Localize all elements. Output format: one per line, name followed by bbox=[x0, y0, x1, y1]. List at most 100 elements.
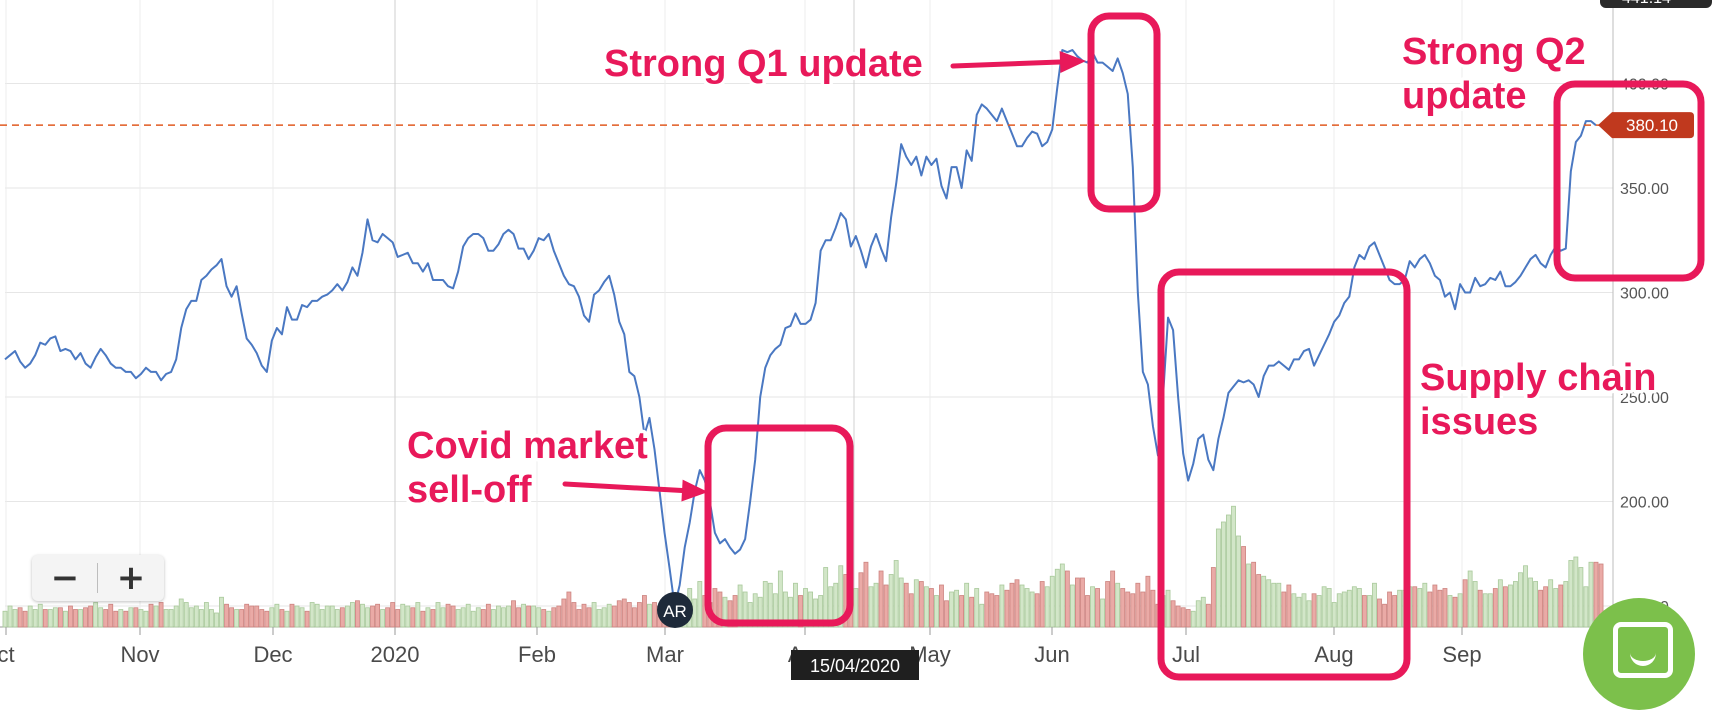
volume-bar bbox=[999, 584, 1005, 628]
volume-bar bbox=[626, 602, 632, 628]
volume-bar bbox=[1110, 570, 1116, 628]
volume-bar bbox=[1185, 609, 1191, 628]
current-price-label: 380.10 bbox=[1626, 116, 1678, 135]
volume-bar bbox=[88, 605, 94, 628]
volume-bar bbox=[1301, 593, 1307, 628]
volume-bar bbox=[944, 600, 949, 628]
zoom-in-button[interactable]: + bbox=[98, 555, 164, 601]
volume-bar bbox=[516, 607, 521, 628]
volume-bar bbox=[128, 607, 134, 628]
volume-bar bbox=[1397, 589, 1403, 628]
volume-bar bbox=[1105, 581, 1111, 628]
grid-layer bbox=[0, 0, 1614, 628]
volume-bar bbox=[1241, 546, 1246, 628]
volume-bar bbox=[480, 609, 486, 628]
volume-bar bbox=[1256, 574, 1262, 628]
volume-bar bbox=[284, 610, 290, 628]
volume-bar bbox=[1095, 588, 1100, 628]
volume-bar bbox=[2, 610, 8, 628]
x-tick-label: Jul bbox=[1172, 642, 1200, 667]
volume-bar bbox=[168, 609, 174, 628]
volume-bar bbox=[1543, 586, 1549, 628]
volume-bar bbox=[752, 593, 758, 628]
volume-bar bbox=[813, 598, 819, 628]
volume-bar bbox=[37, 603, 43, 628]
volume-bar bbox=[440, 607, 446, 628]
volume-bar bbox=[365, 607, 370, 628]
volume-bar bbox=[596, 609, 602, 628]
volume-bar bbox=[1487, 593, 1493, 628]
volume-bar bbox=[566, 591, 572, 628]
volume-bar bbox=[1336, 593, 1342, 628]
chat-icon bbox=[1613, 622, 1673, 678]
volume-bar bbox=[430, 609, 436, 628]
x-tick-label: Feb bbox=[518, 642, 556, 667]
volume-bar bbox=[586, 607, 592, 628]
volume-bar bbox=[1356, 588, 1362, 628]
volume-bar bbox=[299, 607, 305, 628]
x-axis: ctNovDec2020FebMarAprMayJunJulAugSep bbox=[0, 627, 1482, 667]
volume-bar bbox=[762, 581, 768, 628]
volume-bar bbox=[173, 605, 179, 628]
volume-bar bbox=[1130, 593, 1136, 628]
volume-bar bbox=[198, 609, 204, 628]
volume-bar bbox=[994, 595, 1000, 628]
volume-bar bbox=[1513, 581, 1518, 628]
x-tick-label: Sep bbox=[1442, 642, 1481, 667]
volume-bar bbox=[1296, 596, 1302, 628]
volume-bar bbox=[1472, 581, 1478, 628]
volume-bar bbox=[974, 588, 980, 628]
volume-bar bbox=[1497, 579, 1503, 628]
x-tick-label: Aug bbox=[1314, 642, 1353, 667]
volume-bar bbox=[798, 595, 803, 628]
volume-bar bbox=[339, 607, 345, 628]
x-tick-label: Dec bbox=[253, 642, 292, 667]
volume-bar bbox=[1382, 603, 1387, 628]
crosshair-date-tag bbox=[791, 650, 919, 680]
volume-bar bbox=[63, 610, 68, 628]
volume-bar bbox=[918, 581, 924, 628]
volume-bar bbox=[123, 610, 129, 628]
volume-bar bbox=[793, 582, 798, 628]
chat-button[interactable] bbox=[1583, 598, 1695, 710]
volume-bar bbox=[742, 591, 748, 628]
crosshair-date-label: 15/04/2020 bbox=[810, 656, 900, 676]
x-tick-label: 2020 bbox=[371, 642, 420, 667]
volume-bar bbox=[1467, 570, 1473, 628]
volume-bar bbox=[12, 609, 18, 628]
volume-bar bbox=[47, 609, 53, 628]
volume-bar bbox=[1246, 563, 1252, 628]
volume-bar bbox=[1548, 579, 1554, 628]
volume-bar bbox=[636, 602, 642, 628]
volume-bar bbox=[1437, 589, 1443, 628]
volume-bar bbox=[375, 603, 380, 628]
volume-bar bbox=[103, 609, 109, 628]
volume-bar bbox=[1457, 593, 1463, 628]
volume-bar bbox=[1215, 528, 1221, 628]
volume-bar bbox=[1195, 600, 1201, 628]
volume-bar bbox=[506, 605, 511, 628]
volume-bar bbox=[1553, 588, 1559, 628]
volume-bar bbox=[1372, 582, 1377, 628]
volume-bar bbox=[788, 596, 793, 628]
volume-bar bbox=[93, 602, 99, 628]
volume-bar bbox=[1054, 568, 1060, 628]
volume-bar bbox=[450, 605, 456, 628]
volume-bar bbox=[370, 605, 375, 628]
volume-bar bbox=[314, 603, 320, 628]
volume-bar bbox=[923, 586, 929, 628]
volume-bar bbox=[621, 598, 627, 628]
volume-bar bbox=[868, 586, 874, 628]
volume-bar bbox=[732, 595, 738, 628]
volume-bar bbox=[349, 602, 355, 628]
volume-bar bbox=[1135, 582, 1141, 628]
volume-bar bbox=[390, 602, 396, 628]
volume-bar bbox=[1059, 563, 1065, 628]
volume-bar bbox=[188, 607, 194, 628]
volume-bar bbox=[601, 607, 607, 628]
zoom-out-button[interactable]: − bbox=[32, 555, 98, 601]
volume-bar bbox=[1326, 588, 1332, 628]
volume-bar bbox=[1281, 591, 1287, 628]
volume-bar bbox=[1387, 591, 1392, 628]
y-tick-label: 350.00 bbox=[1620, 181, 1669, 198]
